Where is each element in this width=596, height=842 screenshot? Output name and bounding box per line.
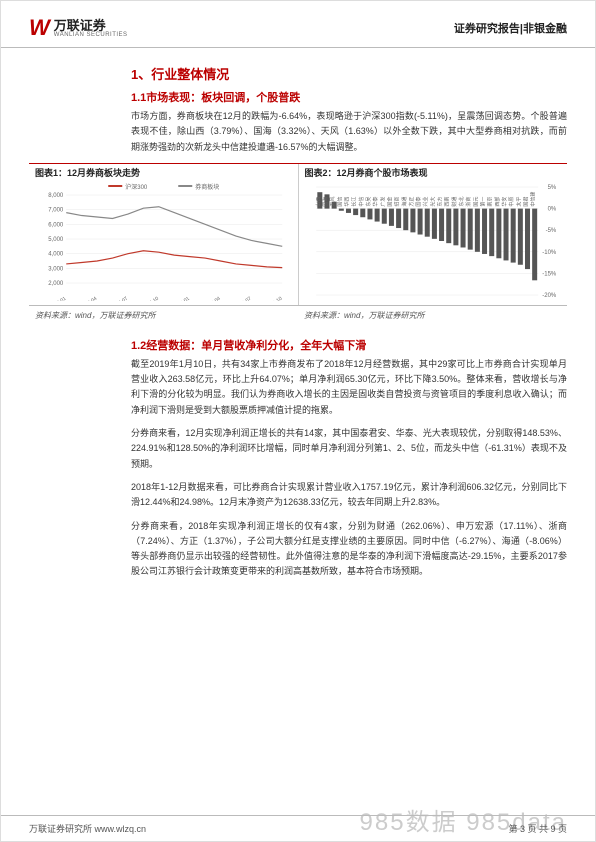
logo-mark: W — [29, 15, 50, 41]
svg-text:2018-10: 2018-10 — [265, 295, 284, 300]
svg-text:方正: 方正 — [407, 196, 414, 206]
svg-text:财通: 财通 — [450, 196, 457, 206]
source-row: 资料来源：wind，万联证券研究所 资料来源：wind，万联证券研究所 — [1, 308, 595, 333]
svg-text:中信建: 中信建 — [529, 191, 536, 206]
chart2-area: 5%0%-5%-10%-15%-20%山西国海天风国信华西长江中信东吴华泰广发国… — [305, 181, 562, 301]
content-bottom: 1.2经营数据：单月营收净利分化，全年大幅下滑 截至2019年1月10日，共有3… — [1, 333, 595, 580]
section1-2-p3: 2018年1-12月数据来看，可比券商合计实现累计营业收入1757.19亿元，累… — [131, 480, 567, 511]
svg-text:东吴: 东吴 — [364, 196, 371, 206]
svg-text:浙商: 浙商 — [465, 196, 472, 206]
svg-text:-5%: -5% — [545, 228, 556, 234]
svg-text:国泰: 国泰 — [415, 196, 422, 206]
svg-text:南京: 南京 — [486, 196, 493, 206]
page-header: W 万联证券 WANLIAN SECURITIES 证券研究报告|非银金融 — [1, 1, 595, 48]
svg-text:招商: 招商 — [393, 196, 400, 206]
footer-left: 万联证券研究所 www.wlzq.cn — [29, 822, 146, 835]
svg-text:海通: 海通 — [400, 196, 407, 206]
header-category: 证券研究报告|非银金融 — [454, 20, 567, 36]
svg-text:广发: 广发 — [379, 196, 386, 206]
svg-text:国君: 国君 — [523, 196, 529, 206]
svg-text:太平: 太平 — [515, 196, 522, 206]
svg-text:7,000: 7,000 — [48, 208, 64, 214]
logo-en: WANLIAN SECURITIES — [54, 32, 128, 38]
section1-1-title: 1.1市场表现：板块回调，个股普跌 — [131, 89, 567, 105]
svg-text:国海: 国海 — [321, 196, 328, 206]
section1-title: 1、行业整体情况 — [131, 64, 567, 83]
chart2-cell: 图表2：12月券商个股市场表现 5% 0% -5% -10% -15% -20% 山西国海天… — [298, 164, 568, 305]
section1-2-p2: 分券商来看，12月实现净利润正增长的共有14家，其中国泰君安、华泰、光大表现较优… — [131, 426, 567, 472]
chart1-cell: 图表1：12月券商板块走势 2,000 3,000 4,000 5,000 6,000 7… — [29, 164, 298, 305]
svg-text:2017-10: 2017-10 — [141, 295, 160, 300]
charts-container: 图表1：12月券商板块走势 2,000 3,000 4,000 5,000 6,000 7… — [1, 163, 595, 306]
svg-text:东方: 东方 — [436, 196, 443, 206]
svg-text:华安: 华安 — [501, 196, 508, 206]
section1-2-title: 1.2经营数据：单月营收净利分化，全年大幅下滑 — [131, 337, 567, 353]
svg-text:2018-01: 2018-01 — [172, 295, 191, 300]
logo-cn: 万联证券 — [54, 19, 128, 32]
svg-text:3,000: 3,000 — [48, 266, 64, 272]
svg-text:中原: 中原 — [508, 196, 515, 206]
chart1-area: 2,000 3,000 4,000 5,000 6,000 7,000 8,000 沪深300… — [35, 181, 292, 301]
svg-text:西南: 西南 — [443, 196, 450, 206]
svg-text:2017-07: 2017-07 — [111, 295, 130, 300]
svg-text:沪深300: 沪深300 — [125, 183, 148, 191]
chart1-source: 资料来源：wind，万联证券研究所 — [29, 308, 298, 323]
chart1-svg: 2,000 3,000 4,000 5,000 6,000 7,000 8,000 沪深300… — [35, 181, 292, 301]
section1-2-p4: 分券商来看，2018年实现净利润正增长的仅有4家，分别为财通（262.06%）、… — [131, 519, 567, 580]
svg-text:第一: 第一 — [479, 196, 486, 206]
svg-text:2017-04: 2017-04 — [80, 295, 99, 300]
section1-2-p1: 截至2019年1月10日，共有34家上市券商发布了2018年12月经营数据，其中… — [131, 357, 567, 418]
chart2-svg: 5%0%-5%-10%-15%-20%山西国海天风国信华西长江中信东吴华泰广发国… — [305, 181, 562, 301]
svg-text:4,000: 4,000 — [48, 252, 64, 258]
svg-text:2,000: 2,000 — [48, 281, 64, 287]
svg-text:西部: 西部 — [493, 196, 500, 206]
content-top: 1、行业整体情况 1.1市场表现：板块回调，个股普跌 市场方面，券商板块在12月… — [1, 48, 595, 155]
page-footer: 万联证券研究所 www.wlzq.cn 第 3 页 共 9 页 — [1, 815, 595, 841]
svg-text:-15%: -15% — [542, 271, 557, 277]
svg-text:5,000: 5,000 — [48, 237, 64, 243]
svg-text:中信: 中信 — [357, 196, 364, 206]
svg-text:2018-04: 2018-04 — [203, 295, 222, 300]
svg-text:华西: 华西 — [343, 196, 350, 206]
svg-text:兴业: 兴业 — [422, 196, 429, 206]
footer-page: 第 3 页 共 9 页 — [508, 822, 567, 835]
svg-text:5%: 5% — [547, 185, 556, 191]
svg-text:光大: 光大 — [429, 196, 436, 206]
svg-text:东北: 东北 — [458, 196, 465, 206]
chart2-source: 资料来源：wind，万联证券研究所 — [298, 308, 567, 323]
logo: W 万联证券 WANLIAN SECURITIES — [29, 15, 128, 41]
svg-text:0%: 0% — [547, 206, 556, 212]
svg-text:长江: 长江 — [350, 196, 357, 206]
svg-text:华泰: 华泰 — [372, 196, 379, 206]
svg-text:8,000: 8,000 — [48, 193, 64, 199]
svg-text:国元: 国元 — [473, 196, 479, 206]
svg-text:山西: 山西 — [314, 196, 321, 206]
svg-text:券商板块: 券商板块 — [195, 183, 219, 191]
section1-1-para: 市场方面，券商板块在12月的跌幅为-6.64%，表现略逊于沪深300指数(-5.… — [131, 109, 567, 155]
svg-text:-20%: -20% — [542, 293, 557, 299]
svg-text:国金: 国金 — [386, 196, 393, 206]
chart1-title: 图表1：12月券商板块走势 — [35, 166, 292, 179]
svg-text:天风: 天风 — [330, 196, 336, 206]
svg-text:2018-07: 2018-07 — [234, 295, 253, 300]
chart2-title: 图表2：12月券商个股市场表现 — [305, 166, 562, 179]
svg-text:6,000: 6,000 — [48, 222, 64, 228]
page: W 万联证券 WANLIAN SECURITIES 证券研究报告|非银金融 1、… — [0, 0, 596, 842]
svg-text:国信: 国信 — [336, 196, 343, 206]
svg-text:-10%: -10% — [542, 250, 557, 256]
svg-text:2017-01: 2017-01 — [49, 295, 68, 300]
